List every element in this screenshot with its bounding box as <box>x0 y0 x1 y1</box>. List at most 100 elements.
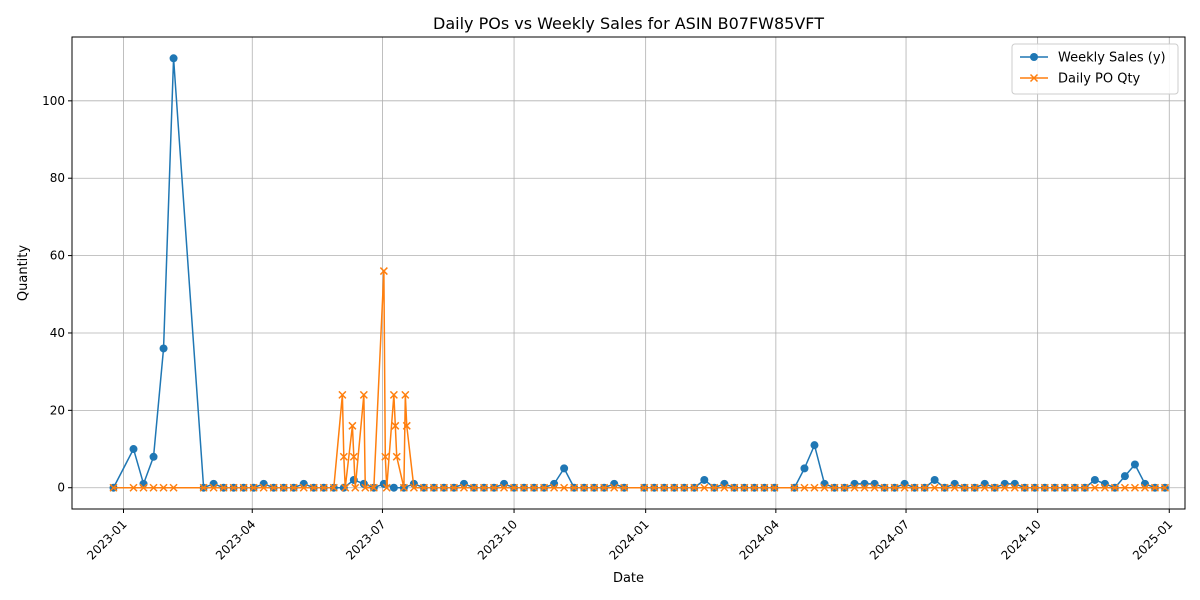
data-point-daily-po <box>600 483 609 492</box>
data-point-daily-po <box>530 483 539 492</box>
data-point-weekly-sales <box>500 479 509 488</box>
data-point-daily-po <box>459 483 469 492</box>
data-point-weekly-sales <box>900 479 909 488</box>
data-point-weekly-sales <box>950 479 959 488</box>
data-point-weekly-sales <box>1090 475 1099 484</box>
data-point-daily-po <box>239 483 248 492</box>
data-point-daily-po <box>479 483 489 492</box>
data-point-daily-po <box>820 483 829 492</box>
data-point-weekly-sales <box>169 54 178 63</box>
data-point-daily-po <box>348 421 357 430</box>
data-point-daily-po <box>950 483 959 492</box>
data-point-daily-po <box>409 483 418 492</box>
data-point-daily-po <box>209 483 218 492</box>
data-point-daily-po <box>660 483 669 492</box>
data-point-daily-po <box>980 483 989 492</box>
data-point-daily-po <box>810 483 819 492</box>
data-point-weekly-sales <box>139 479 148 488</box>
data-point-daily-po <box>900 483 909 492</box>
data-point-daily-po <box>670 483 679 492</box>
data-point-daily-po <box>392 452 401 461</box>
y-tick-label: 80 <box>50 171 65 185</box>
data-point-daily-po <box>1120 483 1129 492</box>
data-point-daily-po <box>229 483 238 492</box>
y-tick-label: 40 <box>50 326 65 340</box>
data-point-daily-po <box>429 483 438 492</box>
data-point-weekly-sales <box>800 464 809 473</box>
data-point-daily-po <box>349 452 358 461</box>
data-point-daily-po <box>391 421 400 430</box>
data-point-weekly-sales <box>850 479 859 488</box>
data-point-daily-po <box>399 483 408 492</box>
data-point-daily-po <box>1050 483 1059 492</box>
data-point-daily-po <box>990 483 999 492</box>
x-axis-label: Date <box>613 571 644 586</box>
data-point-daily-po <box>299 483 308 492</box>
data-point-daily-po <box>219 483 228 492</box>
data-point-daily-po <box>402 421 411 430</box>
y-tick-label: 0 <box>57 481 65 495</box>
data-point-daily-po <box>249 483 258 492</box>
data-point-daily-po <box>351 483 360 492</box>
data-point-daily-po <box>840 483 849 492</box>
data-point-daily-po <box>279 483 288 492</box>
data-point-daily-po <box>289 483 298 492</box>
data-point-daily-po <box>960 483 969 492</box>
data-point-daily-po <box>449 483 458 492</box>
data-point-daily-po <box>109 483 118 492</box>
data-point-daily-po <box>129 483 138 492</box>
data-point-daily-po <box>730 483 739 492</box>
data-point-daily-po <box>169 483 178 492</box>
data-point-weekly-sales <box>1000 479 1009 488</box>
series-daily-po <box>109 267 1170 492</box>
data-point-daily-po <box>930 483 939 492</box>
data-point-weekly-sales <box>299 479 308 488</box>
data-point-weekly-sales <box>1120 472 1129 481</box>
data-point-daily-po <box>1070 483 1079 492</box>
data-point-daily-po <box>640 483 649 492</box>
data-point-weekly-sales <box>149 452 158 461</box>
data-point-weekly-sales <box>550 479 559 488</box>
data-point-weekly-sales <box>870 479 879 488</box>
series-line-daily-po <box>113 270 1165 489</box>
data-point-daily-po <box>520 483 529 492</box>
data-point-daily-po <box>149 483 158 492</box>
data-point-daily-po <box>139 483 148 492</box>
data-point-weekly-sales <box>1140 479 1149 488</box>
data-point-daily-po <box>740 483 749 492</box>
data-point-daily-po <box>329 483 338 492</box>
series-layer <box>109 54 1170 492</box>
data-point-daily-po <box>1100 483 1109 492</box>
data-point-daily-po <box>650 483 659 492</box>
data-point-daily-po <box>382 483 391 492</box>
data-point-daily-po <box>760 483 769 492</box>
data-point-daily-po <box>401 390 410 399</box>
y-tick-label: 20 <box>50 403 65 417</box>
data-point-weekly-sales <box>339 483 348 492</box>
data-point-weekly-sales <box>610 479 619 488</box>
data-point-daily-po <box>199 483 208 492</box>
data-point-daily-po <box>880 483 889 492</box>
data-point-weekly-sales <box>560 464 569 473</box>
data-point-daily-po <box>860 483 869 492</box>
data-point-weekly-sales <box>700 475 709 484</box>
data-point-daily-po <box>269 483 278 492</box>
data-point-daily-po <box>1010 483 1019 492</box>
data-point-weekly-sales <box>209 479 218 488</box>
data-point-daily-po <box>389 390 398 399</box>
data-point-daily-po <box>920 483 929 492</box>
data-point-daily-po <box>910 483 919 492</box>
y-tick-label: 100 <box>42 94 65 108</box>
data-point-weekly-sales <box>129 445 138 454</box>
data-point-daily-po <box>439 483 448 492</box>
data-point-daily-po <box>700 483 709 492</box>
data-point-daily-po <box>580 483 589 492</box>
legend-marker-daily-po <box>1029 73 1039 83</box>
data-point-daily-po <box>489 483 499 492</box>
legend-label-daily-po: Daily PO Qty <box>1058 72 1141 87</box>
data-point-daily-po <box>620 483 629 492</box>
y-axis-label: Quantity <box>16 245 31 301</box>
data-point-daily-po <box>1030 483 1039 492</box>
